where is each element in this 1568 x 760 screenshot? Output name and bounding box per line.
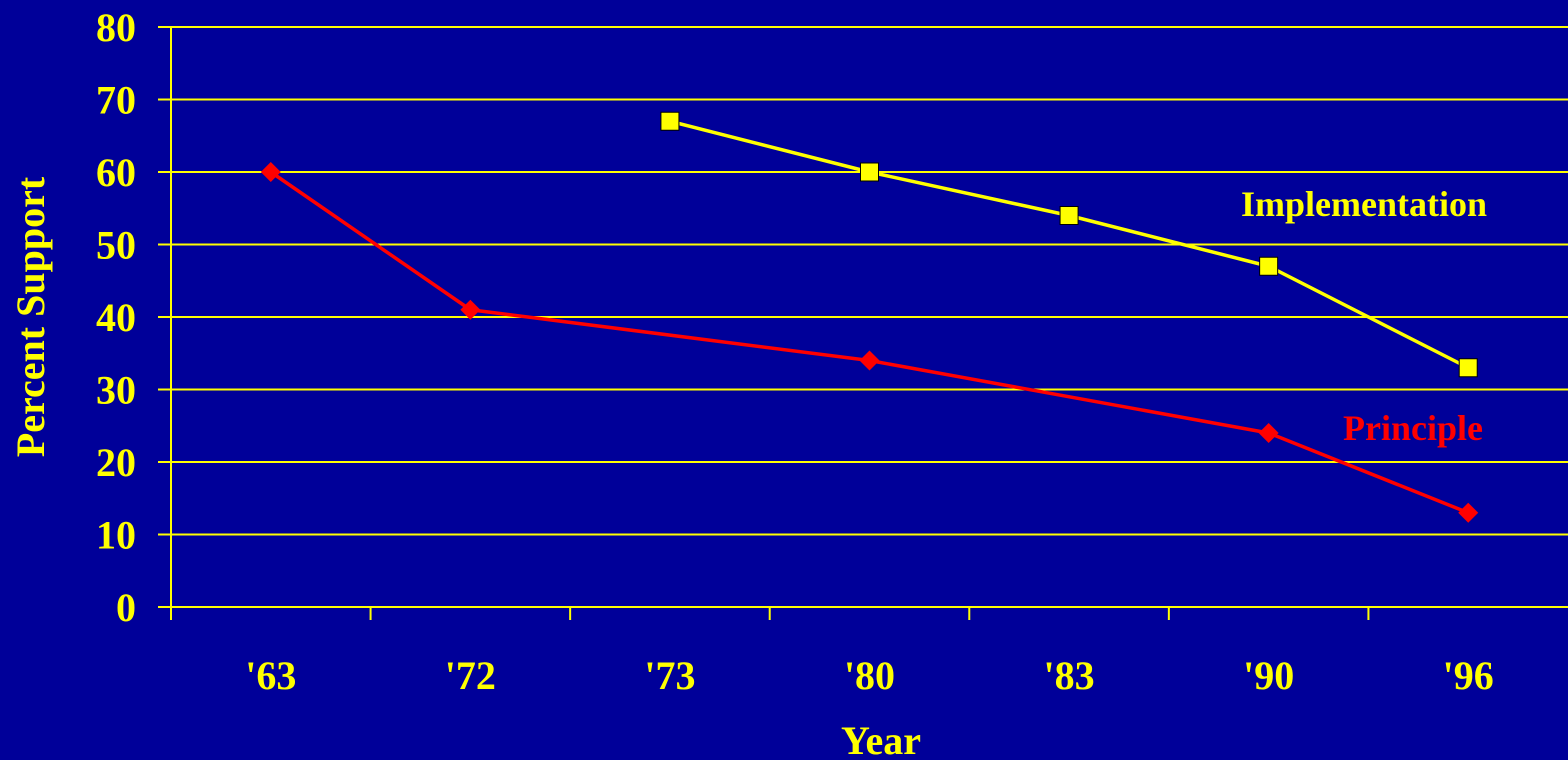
axes xyxy=(158,26,1568,620)
y-tick-label: 40 xyxy=(96,295,136,340)
x-tick-label: '80 xyxy=(844,653,895,698)
x-tick-label: '96 xyxy=(1443,653,1494,698)
y-tick-labels: 0 10 20 30 40 50 60 70 80 xyxy=(96,5,136,630)
x-tick-label: '83 xyxy=(1044,653,1095,698)
data-point-principle xyxy=(260,162,281,182)
data-point-principle xyxy=(1458,502,1479,523)
y-tick-label: 30 xyxy=(96,368,136,413)
data-point-implementation xyxy=(1458,358,1478,378)
data-point-principle xyxy=(460,299,481,320)
gridlines xyxy=(171,26,1568,536)
data-point-implementation xyxy=(660,111,680,131)
y-tick-label: 10 xyxy=(96,513,136,558)
series-markers xyxy=(260,111,1479,523)
data-point-principle xyxy=(1258,423,1279,443)
x-tick-label: '63 xyxy=(245,653,296,698)
data-point-implementation xyxy=(860,162,879,182)
y-tick-label: 20 xyxy=(96,440,136,485)
x-tick-label: '73 xyxy=(644,653,695,698)
data-point-principle xyxy=(859,350,880,371)
y-tick-label: 70 xyxy=(96,78,136,123)
y-tick-label: 80 xyxy=(96,5,136,50)
y-tick-label: 50 xyxy=(96,223,136,268)
y-tick-label: 0 xyxy=(116,585,136,630)
series-label-principle: Principle xyxy=(1343,408,1483,448)
x-axis-title: Year xyxy=(841,718,921,760)
y-axis-title: Percent Support xyxy=(8,176,53,457)
series-label-implementation: Implementation xyxy=(1241,184,1487,224)
x-tick-labels: '63 '72 '73 '80 '83 '90 '96 xyxy=(245,653,1494,698)
y-tick-label: 60 xyxy=(96,150,136,195)
x-tick-label: '72 xyxy=(445,653,496,698)
data-point-implementation xyxy=(1259,256,1279,276)
x-tick-label: '90 xyxy=(1243,653,1294,698)
data-point-implementation xyxy=(1059,206,1079,225)
